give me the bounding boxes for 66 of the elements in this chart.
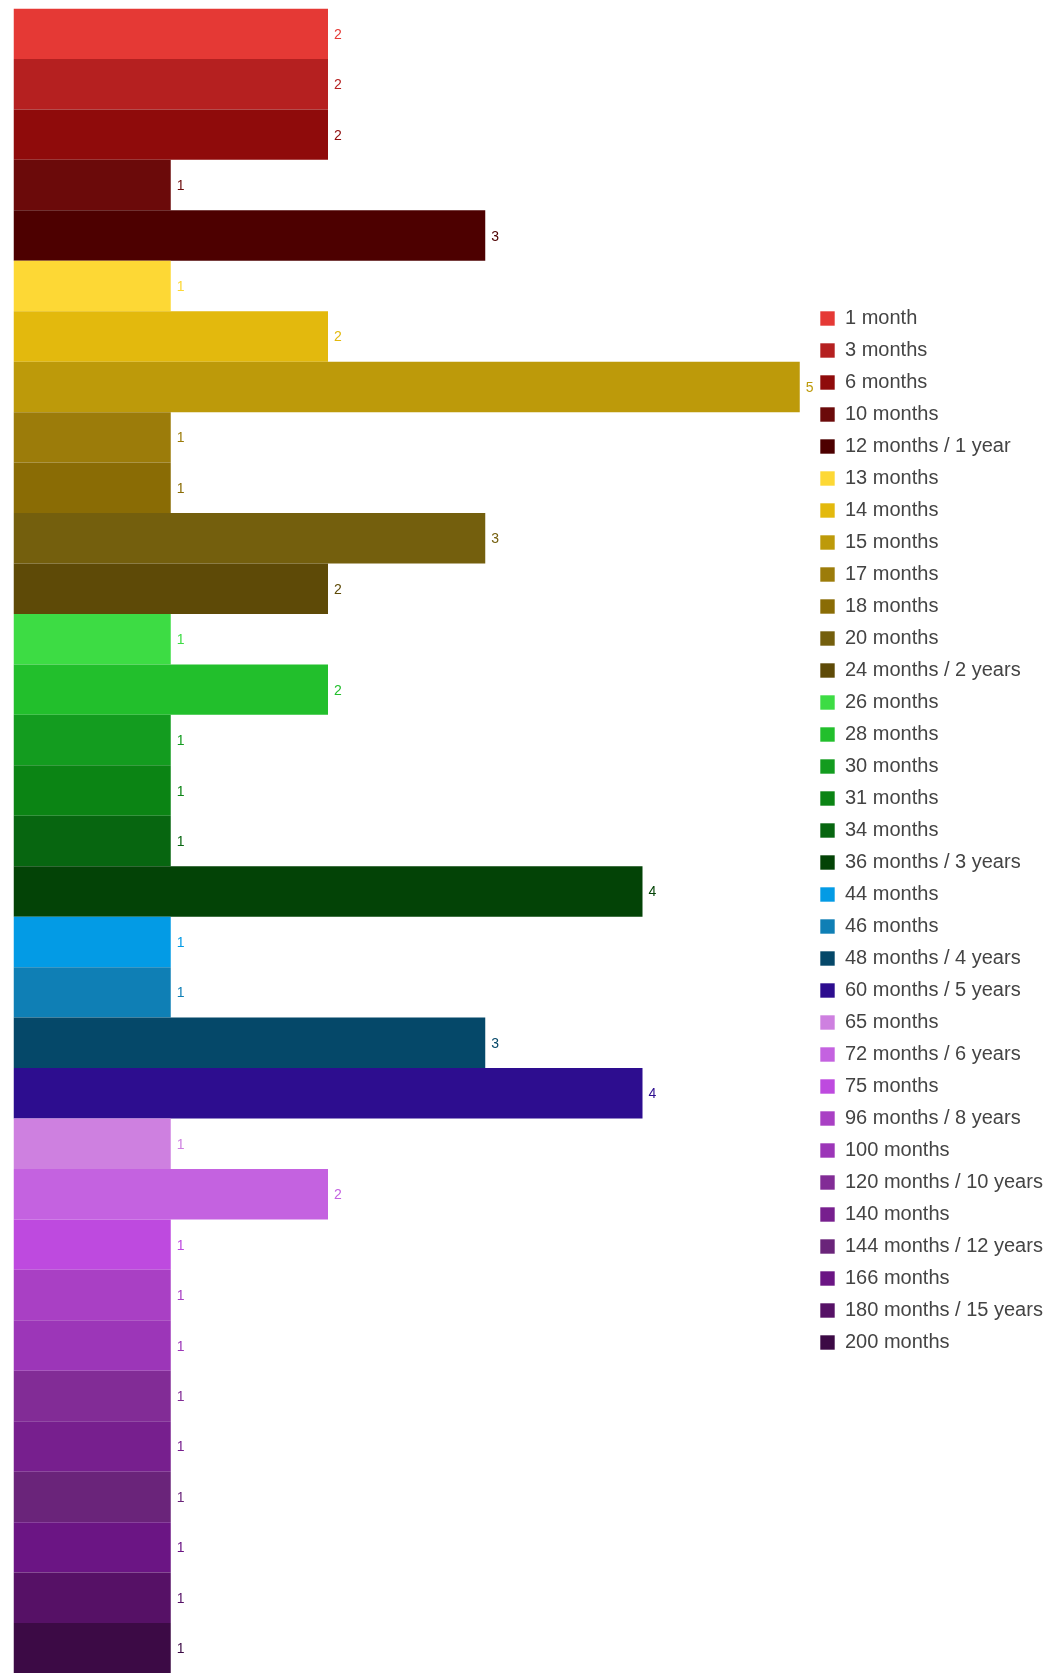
data-label: 3 [491, 227, 500, 244]
legend-label: 60 months / 5 years [845, 978, 1021, 1001]
data-label: 1 [176, 1539, 185, 1556]
legend-label: 24 months / 2 years [845, 658, 1021, 681]
legend-label: 30 months [845, 754, 939, 777]
data-label: 1 [176, 1388, 185, 1404]
legend-label: 140 months [845, 1202, 950, 1225]
legend-label: 180 months / 15 years [845, 1298, 1043, 1321]
legend-label: 15 months [845, 530, 939, 553]
data-label: 1 [176, 1236, 185, 1253]
data-label: 2 [334, 126, 342, 143]
legend-label: 144 months / 12 years [845, 1234, 1043, 1257]
data-label: 1 [176, 1438, 185, 1455]
legend-label: 166 months [845, 1266, 950, 1289]
legend-label: 34 months [845, 818, 939, 841]
legend-label: 65 months [845, 1010, 939, 1033]
data-label: 2 [334, 580, 342, 597]
legend-label: 28 months [845, 722, 939, 745]
data-label: 1 [176, 1488, 185, 1505]
data-label: 1 [176, 479, 185, 496]
data-label: 1 [176, 1337, 185, 1354]
legend-label: 72 months / 6 years [845, 1042, 1021, 1065]
data-label: 3 [491, 530, 500, 547]
data-label: 1 [176, 933, 185, 950]
data-label: 2 [334, 1186, 342, 1203]
legend-label: 36 months / 3 years [845, 850, 1021, 873]
data-label: 1 [176, 1135, 185, 1152]
legend-label: 18 months [845, 594, 939, 617]
data-label: 1 [176, 631, 185, 648]
data-label: 4 [648, 883, 657, 900]
data-label: 1 [176, 278, 185, 294]
legend-label: 20 months [845, 626, 939, 649]
data-label: 3 [491, 1034, 500, 1051]
legend-label: 120 months / 10 years [845, 1170, 1043, 1193]
legend-label: 14 months [845, 498, 939, 521]
legend-label: 26 months [845, 690, 939, 713]
data-label: 2 [334, 328, 342, 345]
legend-label: 75 months [845, 1074, 939, 1097]
legend-label: 17 months [845, 562, 939, 585]
data-label: 1 [176, 1640, 185, 1657]
legend-label: 12 months / 1 year [845, 434, 1011, 457]
legend-label: 3 months [845, 338, 928, 361]
legend-label: 100 months [845, 1138, 950, 1161]
legend-label: 48 months / 4 years [845, 946, 1021, 969]
legend-label: 96 months / 8 years [845, 1106, 1021, 1129]
legend-label: 31 months [845, 786, 939, 809]
data-label: 1 [176, 833, 185, 849]
data-label: 1 [176, 1589, 185, 1606]
data-label: 2 [334, 76, 342, 93]
legend-label: 10 months [845, 402, 939, 425]
legend-label: 6 months [845, 370, 928, 393]
data-label: 2 [334, 25, 342, 42]
legend-label: 46 months [845, 914, 939, 937]
legend-label: 200 months [845, 1330, 950, 1353]
data-label: 1 [176, 984, 185, 1001]
data-label: 1 [176, 429, 185, 446]
data-label: 1 [176, 177, 185, 194]
data-label: 2 [334, 681, 342, 698]
data-label: 1 [176, 1287, 185, 1304]
data-label: 1 [176, 732, 185, 749]
legend-label: 44 months [845, 882, 939, 905]
legend-label: 13 months [845, 466, 939, 489]
data-label: 4 [648, 1085, 657, 1102]
data-label: 5 [805, 378, 814, 395]
data-label: 1 [176, 782, 185, 799]
legend-label: 1 month [845, 306, 918, 329]
